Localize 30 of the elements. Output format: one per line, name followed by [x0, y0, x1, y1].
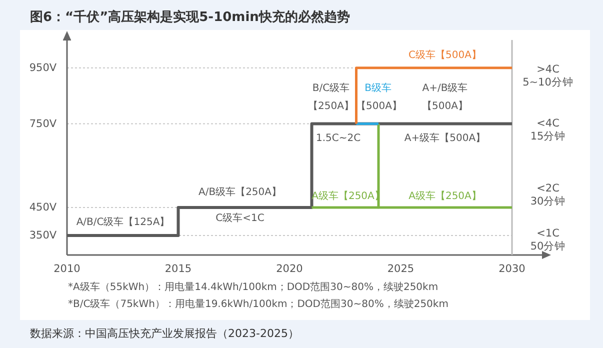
- y-tick-label: 750V: [29, 118, 58, 130]
- y-tick-label: 450V: [29, 201, 58, 214]
- text: B级车: [364, 82, 392, 94]
- series-label: C级车【500A】: [408, 48, 482, 61]
- x-tick-label: 2030: [498, 262, 526, 275]
- annotation: 1.5C~2C: [316, 132, 361, 144]
- annotation: A/B级车【250A】: [198, 186, 282, 198]
- annotation: A+/B级车: [422, 82, 468, 94]
- annotation: 【250A】: [308, 100, 354, 112]
- x-tick-label: 2025: [387, 262, 414, 275]
- y-tick-label: 950V: [29, 62, 58, 74]
- chart-title: 图6：“千伏”高压架构是实现5-10min快充的必然趋势: [30, 8, 350, 25]
- annotation: 【500A】: [422, 100, 468, 112]
- x-tick-label: 2010: [54, 262, 80, 275]
- text: *A级车（55kWh）：用电量14.4kWh/100km；DOD范围30~80%，续驶250km: [68, 280, 438, 293]
- annotation: B/C级车: [312, 82, 350, 94]
- category-label: <4C 15分钟: [530, 118, 566, 142]
- series-label: A级车【250A】: [408, 190, 482, 202]
- category-label: <2C 30分钟: [530, 182, 566, 208]
- annotation: A+级车【500A】: [404, 132, 486, 144]
- annotation: A/B/C级车【125A】: [76, 216, 170, 228]
- x-tick-label: 2020: [276, 262, 303, 275]
- annotation: C级车<1C: [216, 212, 264, 224]
- category-label: <1C 50分钟: [530, 228, 566, 252]
- text: *B/C级车（75kWh）：用电量19.6kWh/100km；DOD范围30~80%，续驶250km: [68, 298, 448, 310]
- annotation: 【500A】: [356, 100, 402, 112]
- source-note: 数据来源：中国高压快充产业发展报告（2023-2025）: [30, 327, 299, 340]
- x-tick-label: 2015: [164, 262, 192, 275]
- y-tick-label: 350V: [29, 229, 58, 242]
- category-label: >4C 5~10分钟: [522, 64, 574, 88]
